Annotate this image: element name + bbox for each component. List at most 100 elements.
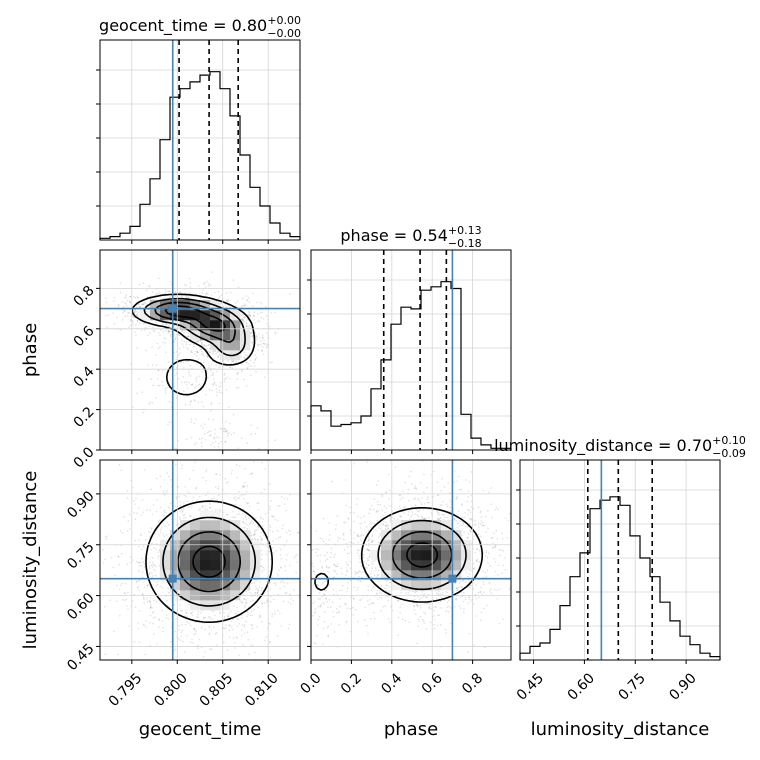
density-bin — [240, 560, 251, 571]
sample-point — [365, 575, 368, 577]
sample-point — [242, 319, 245, 322]
sample-point — [209, 351, 211, 354]
sample-point — [204, 507, 206, 510]
sample-point — [210, 402, 213, 404]
sample-point — [133, 316, 135, 319]
sample-point — [245, 320, 248, 322]
sample-point — [134, 297, 137, 299]
sample-point — [155, 581, 158, 583]
sample-point — [386, 595, 388, 598]
sample-point — [265, 346, 268, 349]
sample-point — [287, 627, 290, 630]
sample-point — [261, 570, 263, 573]
sample-point — [185, 284, 188, 287]
sample-point — [482, 570, 484, 573]
density-bin — [160, 550, 171, 561]
sample-point — [249, 324, 251, 327]
sample-point — [139, 565, 142, 567]
sample-point — [231, 469, 233, 472]
sample-point — [334, 528, 337, 531]
sample-point — [149, 601, 152, 603]
sample-point — [210, 648, 213, 650]
sample-point — [324, 580, 326, 583]
sample-point — [134, 606, 137, 609]
sample-point — [198, 638, 200, 641]
sample-point — [433, 618, 435, 621]
sample-point — [167, 330, 170, 332]
sample-point — [467, 490, 470, 492]
sample-point — [380, 609, 382, 612]
sample-point — [323, 610, 326, 613]
sample-point — [186, 635, 188, 637]
sample-point — [143, 565, 146, 568]
sample-point — [325, 590, 327, 592]
sample-point — [195, 632, 197, 635]
sample-point — [117, 305, 120, 307]
sample-point — [284, 565, 286, 567]
sample-point — [323, 554, 326, 557]
sample-point — [177, 637, 180, 640]
sample-point — [220, 302, 222, 305]
sample-point — [426, 596, 428, 599]
sample-point — [234, 302, 237, 305]
sample-point — [164, 292, 167, 294]
sample-point — [246, 485, 249, 487]
sample-point — [363, 515, 365, 518]
sample-point — [152, 633, 155, 636]
sample-point — [215, 384, 217, 386]
sample-point — [481, 521, 484, 524]
sample-point — [274, 331, 276, 334]
sample-point — [477, 591, 480, 594]
sample-point — [264, 512, 267, 515]
sample-point — [152, 568, 155, 571]
sample-point — [339, 605, 341, 608]
sample-point — [147, 334, 149, 337]
sample-point — [480, 520, 483, 522]
sample-point — [161, 380, 163, 383]
scatter-samples — [104, 271, 291, 451]
sample-point — [120, 584, 122, 587]
sample-point — [236, 618, 238, 620]
sample-point — [208, 388, 211, 391]
sample-point — [146, 597, 148, 600]
sample-point — [339, 537, 341, 540]
sample-point — [104, 297, 107, 300]
sample-point — [284, 569, 287, 572]
sample-point — [497, 573, 499, 576]
sample-point — [384, 524, 387, 527]
sample-point — [357, 579, 359, 582]
sample-point — [198, 495, 201, 498]
sample-point — [330, 623, 332, 625]
sample-point — [467, 575, 469, 578]
sample-point — [215, 370, 218, 373]
sample-point — [162, 341, 164, 344]
sample-point — [286, 554, 288, 556]
sample-point — [169, 479, 172, 481]
sample-point — [148, 325, 150, 328]
sample-point — [189, 351, 192, 353]
sample-point — [209, 409, 212, 412]
sample-point — [168, 507, 171, 510]
sample-point — [464, 598, 467, 601]
sample-point — [196, 376, 198, 378]
sample-point — [423, 595, 425, 598]
sample-point — [274, 584, 277, 586]
sample-point — [314, 573, 317, 576]
sample-point — [256, 338, 258, 341]
sample-point — [426, 486, 428, 489]
sample-point — [322, 540, 325, 543]
sample-point — [230, 472, 233, 475]
sample-point — [153, 599, 155, 602]
sample-point — [217, 487, 219, 490]
sample-point — [157, 384, 159, 387]
sample-point — [483, 552, 485, 555]
sample-point — [473, 535, 476, 537]
sample-point — [371, 562, 374, 565]
sample-point — [490, 588, 492, 590]
sample-point — [377, 503, 380, 506]
sample-point — [263, 569, 265, 571]
sample-point — [156, 342, 159, 345]
sample-point — [182, 514, 185, 516]
sample-point — [158, 331, 160, 334]
sample-point — [146, 584, 149, 587]
